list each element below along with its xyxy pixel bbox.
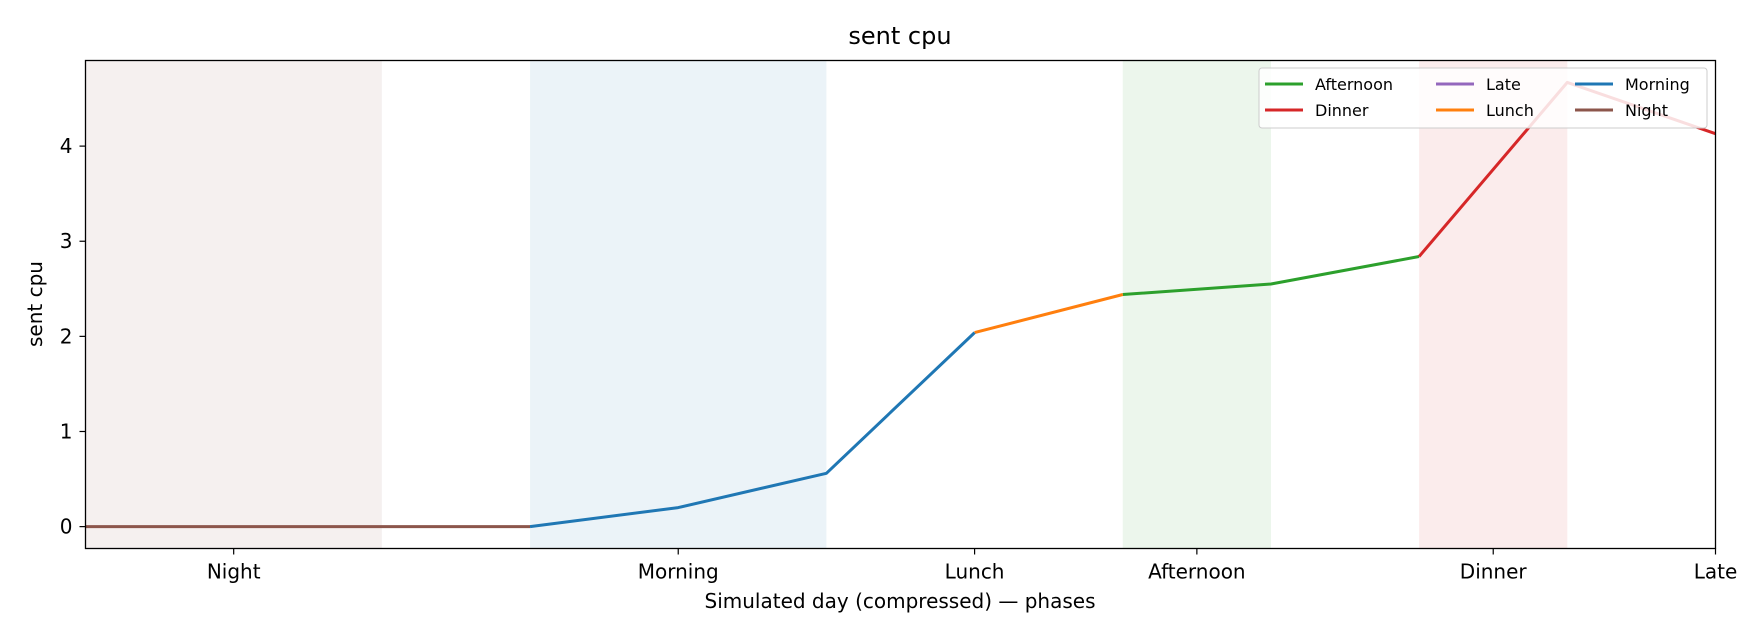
phase-band-morning	[530, 60, 827, 549]
legend-label-night: Night	[1625, 101, 1668, 120]
y-tick-label: 2	[60, 324, 73, 348]
phase-bands	[85, 60, 1568, 549]
y-tick-label: 3	[60, 229, 73, 253]
x-axis: Night Morning Lunch Afternoon Dinner Late	[207, 548, 1738, 584]
x-tick-label: Lunch	[945, 560, 1005, 584]
y-tick-label: 1	[60, 419, 73, 443]
x-tick-label: Late	[1694, 560, 1738, 584]
x-tick-label: Dinner	[1460, 560, 1528, 584]
legend-label-lunch: Lunch	[1486, 101, 1534, 120]
y-tick-label: 4	[60, 134, 73, 158]
plot-frame	[84, 59, 1717, 550]
y-axis-label: sent cpu	[23, 261, 47, 347]
x-tick-label: Night	[207, 560, 261, 584]
x-tick-label: Morning	[638, 560, 719, 584]
legend-label-morning: Morning	[1625, 75, 1690, 94]
series-line-lunch	[974, 293, 1124, 335]
y-tick-label: 0	[60, 515, 73, 539]
phase-band-afternoon	[1122, 60, 1271, 549]
y-axis: 0 1 2 3 4	[60, 134, 86, 539]
chart-title: sent cpu	[848, 22, 951, 50]
legend: Afternoon Dinner Late Lunch Morning Night	[1258, 67, 1708, 129]
legend-label-afternoon: Afternoon	[1315, 75, 1393, 94]
series-line-morning	[529, 331, 976, 529]
series-line-afternoon	[1122, 255, 1420, 296]
x-tick-label: Afternoon	[1148, 560, 1246, 584]
legend-label-late: Late	[1486, 75, 1521, 94]
phase-band-dinner	[1419, 60, 1568, 549]
legend-label-dinner: Dinner	[1315, 101, 1369, 120]
phase-band-night	[85, 60, 382, 549]
x-axis-label: Simulated day (compressed) — phases	[705, 589, 1096, 613]
